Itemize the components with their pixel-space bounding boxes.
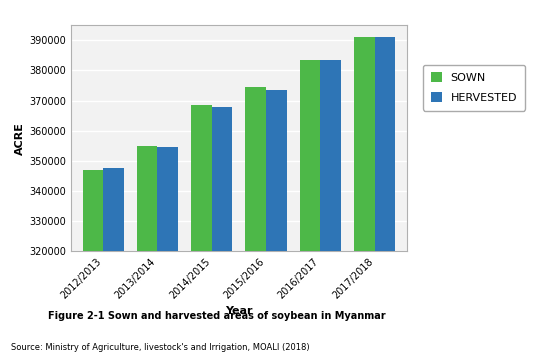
Bar	[157, 147, 178, 359]
Bar	[83, 170, 103, 359]
Legend: SOWN, HERVESTED: SOWN, HERVESTED	[423, 65, 525, 111]
Bar	[300, 60, 320, 359]
Bar	[245, 87, 266, 359]
Bar	[212, 107, 232, 359]
Bar	[103, 168, 124, 359]
Bar	[320, 60, 341, 359]
X-axis label: Year: Year	[225, 306, 252, 316]
Text: Source: Ministry of Agriculture, livestock's and Irrigation, MOALI (2018): Source: Ministry of Agriculture, livesto…	[11, 343, 310, 352]
Text: Figure 2-1 Sown and harvested areas of soybean in Myanmar: Figure 2-1 Sown and harvested areas of s…	[48, 311, 386, 321]
Bar	[137, 146, 157, 359]
Bar	[354, 37, 375, 359]
Bar	[266, 90, 287, 359]
Bar	[375, 37, 395, 359]
Bar	[191, 105, 212, 359]
Y-axis label: ACRE: ACRE	[15, 122, 24, 155]
